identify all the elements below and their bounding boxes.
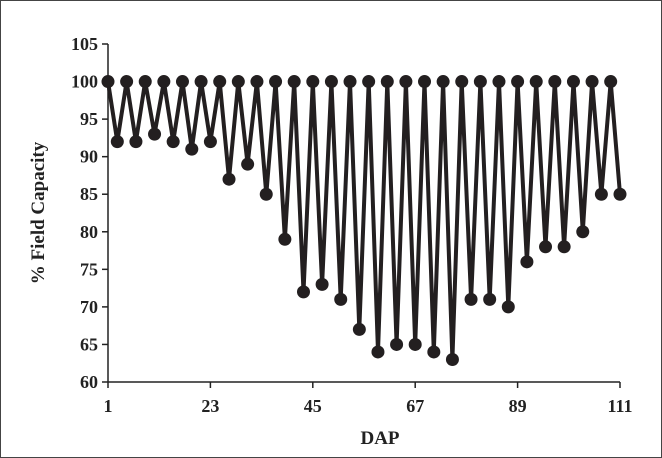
data-point (296, 285, 310, 299)
y-axis-label: % Field Capacity (28, 141, 49, 284)
data-point (436, 75, 450, 89)
data-point (241, 157, 255, 171)
data-point (445, 352, 459, 366)
data-point (464, 292, 478, 306)
x-tick-label: 111 (607, 396, 632, 416)
data-point (604, 75, 618, 89)
data-point (194, 75, 208, 89)
data-point (222, 172, 236, 186)
data-point (408, 337, 422, 351)
data-point (231, 75, 245, 89)
data-point (399, 75, 413, 89)
data-point (511, 75, 525, 89)
data-point (259, 187, 273, 201)
data-point (594, 187, 608, 201)
x-axis-label: DAP (360, 428, 399, 449)
y-tick-label: 60 (80, 372, 98, 392)
data-point (324, 75, 338, 89)
data-point (110, 135, 124, 149)
y-tick-label: 70 (80, 297, 98, 317)
data-point (185, 142, 199, 156)
data-point (380, 75, 394, 89)
data-point (120, 75, 134, 89)
data-point (455, 75, 469, 89)
data-point (566, 75, 580, 89)
y-tick-label: 105 (71, 34, 98, 54)
series-line (106, 81, 622, 360)
x-tick-label: 1 (104, 396, 113, 416)
data-point (473, 75, 487, 89)
data-point (334, 292, 348, 306)
data-point (343, 75, 357, 89)
data-point (269, 75, 283, 89)
data-point (175, 75, 189, 89)
data-point (427, 345, 441, 359)
y-tick-label: 95 (80, 109, 98, 129)
data-point (315, 277, 329, 291)
data-point (613, 187, 627, 201)
data-point (306, 75, 320, 89)
x-axis: 1 23 45 67 89 111 (104, 381, 633, 416)
data-point (418, 75, 432, 89)
data-point (501, 300, 515, 314)
x-tick-label: 67 (406, 396, 424, 416)
data-point (585, 75, 599, 89)
y-axis: 60 65 70 75 80 85 90 95 100 105 (71, 34, 109, 392)
y-tick-label: 65 (80, 334, 98, 354)
data-point (250, 75, 264, 89)
data-point (362, 75, 376, 89)
data-point (138, 75, 152, 89)
data-point (548, 75, 562, 89)
data-point (148, 127, 162, 141)
y-tick-label: 85 (80, 184, 98, 204)
data-point (203, 135, 217, 149)
data-point (492, 75, 506, 89)
y-tick-label: 75 (80, 259, 98, 279)
y-tick-label: 80 (80, 222, 98, 242)
data-point (287, 75, 301, 89)
data-point (101, 75, 115, 89)
data-point (529, 75, 543, 89)
data-point (213, 75, 227, 89)
data-point (520, 255, 534, 269)
data-point (483, 292, 497, 306)
data-point (278, 232, 292, 246)
data-point (157, 75, 171, 89)
data-point (390, 337, 404, 351)
data-point (129, 135, 143, 149)
data-point (166, 135, 180, 149)
data-point (371, 345, 385, 359)
x-tick-label: 45 (304, 396, 322, 416)
data-point (557, 240, 571, 254)
x-tick-label: 89 (509, 396, 527, 416)
y-tick-label: 100 (71, 72, 98, 92)
data-point (352, 322, 366, 336)
data-point (539, 240, 553, 254)
plot-area (101, 75, 627, 366)
data-point (576, 225, 590, 239)
y-tick-label: 90 (80, 147, 98, 167)
x-tick-label: 23 (201, 396, 219, 416)
